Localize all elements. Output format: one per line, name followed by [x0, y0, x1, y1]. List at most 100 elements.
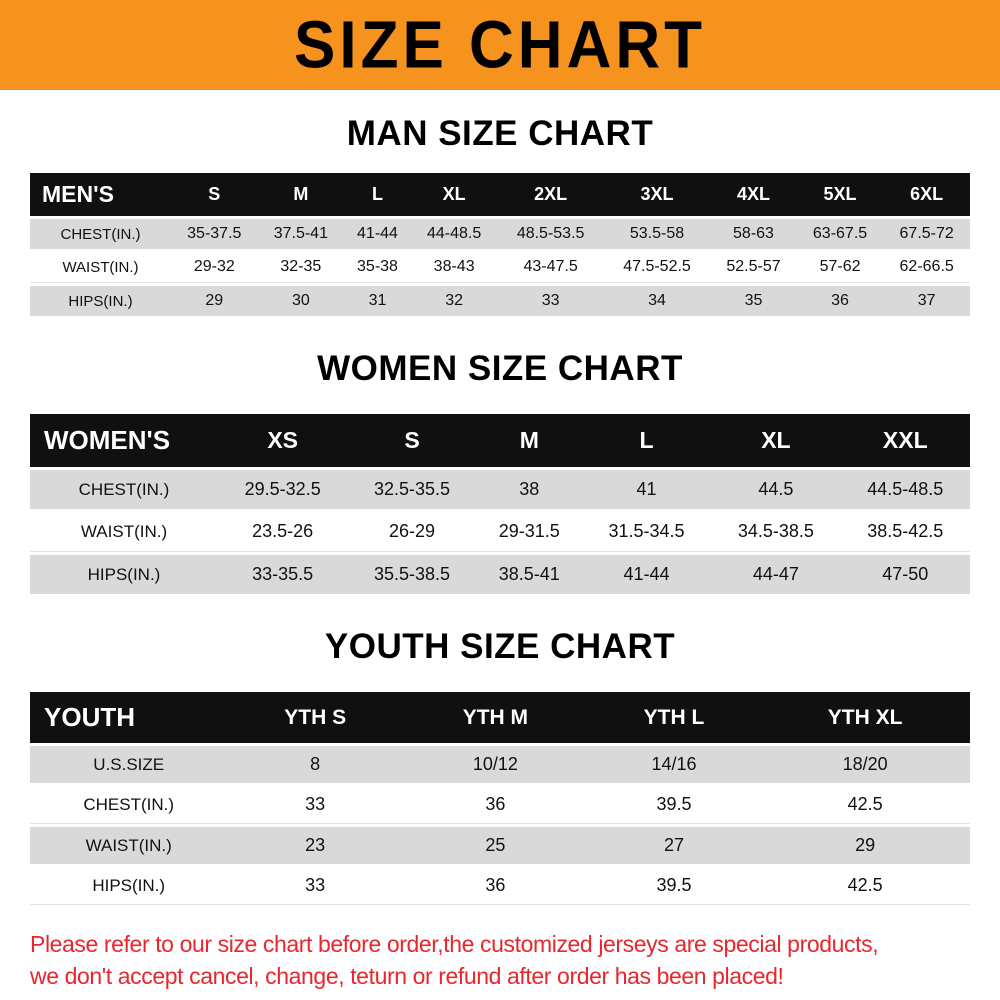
row-label-cell: CHEST(IN.): [30, 470, 218, 509]
value-cell: 8: [227, 746, 403, 783]
size-header-cell: 4XL: [710, 173, 797, 216]
value-cell: 44.5-48.5: [840, 470, 970, 509]
value-cell: 31.5-34.5: [581, 512, 712, 552]
value-cell: 42.5: [760, 786, 970, 824]
row-label-cell: CHEST(IN.): [30, 219, 171, 249]
value-cell: 44-47: [711, 555, 841, 594]
size-header-cell: 2XL: [497, 173, 604, 216]
row-label-cell: CHEST(IN.): [30, 786, 228, 824]
table-row: HIPS(IN.) 33-35.5 35.5-38.5 38.5-41 41-44 44-…: [30, 555, 970, 594]
value-cell: 34: [603, 286, 711, 316]
table-title-cell: YOUTH: [30, 692, 228, 743]
value-cell: 37.5-41: [257, 219, 345, 249]
value-cell: 26-29: [347, 512, 477, 552]
banner-title: SIZE CHART: [294, 7, 706, 83]
size-header-cell: XL: [410, 173, 498, 216]
table-title-cell: WOMEN'S: [30, 414, 218, 467]
table-row: WAIST(IN.) 23.5-26 26-29 29-31.5 31.5-34.5 34…: [30, 512, 970, 552]
value-cell: 36: [796, 286, 884, 316]
size-header-cell: S: [347, 414, 477, 467]
table-row: HIPS(IN.) 29 30 31 32 33 34 35 36 37: [30, 286, 970, 316]
women-size-table: WOMEN'S XS S M L XL XXL CHEST(IN.) 29.5-32.5 32.5…: [30, 411, 970, 597]
table-row: WAIST(IN.) 29-32 32-35 35-38 38-43 43-47.5 47.…: [30, 252, 970, 283]
value-cell: 27: [587, 827, 761, 864]
size-header-cell: YTH M: [402, 692, 588, 743]
size-header-cell: S: [171, 173, 258, 216]
row-label-cell: HIPS(IN.): [30, 867, 228, 905]
value-cell: 38.5-42.5: [840, 512, 970, 552]
size-header-cell: 3XL: [603, 173, 711, 216]
men-size-table: MEN'S S M L XL 2XL 3XL 4XL 5XL 6XL CHEST(IN.) 35-37…: [30, 170, 970, 319]
value-cell: 18/20: [760, 746, 970, 783]
table-row: CHEST(IN.) 29.5-32.5 32.5-35.5 38 41 44.5 44.5…: [30, 470, 970, 509]
value-cell: 47-50: [840, 555, 970, 594]
value-cell: 33: [227, 786, 403, 824]
value-cell: 38-43: [410, 252, 498, 283]
value-cell: 33: [497, 286, 604, 316]
value-cell: 67.5-72: [883, 219, 970, 249]
size-header-cell: 5XL: [796, 173, 884, 216]
size-header-cell: XS: [218, 414, 348, 467]
disclaimer-line-2: we don't accept cancel, change, teturn o…: [30, 963, 784, 990]
value-cell: 29: [171, 286, 258, 316]
size-header-cell: XL: [711, 414, 841, 467]
value-cell: 14/16: [587, 746, 761, 783]
size-header-cell: M: [476, 414, 582, 467]
value-cell: 36: [402, 867, 588, 905]
table-row: WAIST(IN.) 23 25 27 29: [30, 827, 970, 864]
size-header-cell: M: [257, 173, 345, 216]
value-cell: 23: [227, 827, 403, 864]
value-cell: 35-37.5: [171, 219, 258, 249]
value-cell: 48.5-53.5: [497, 219, 604, 249]
size-header-cell: L: [581, 414, 712, 467]
table-header-row: MEN'S S M L XL 2XL 3XL 4XL 5XL 6XL: [30, 173, 970, 216]
value-cell: 32-35: [257, 252, 345, 283]
value-cell: 29-31.5: [476, 512, 582, 552]
value-cell: 36: [402, 786, 588, 824]
value-cell: 38.5-41: [476, 555, 582, 594]
table-header-row: YOUTH YTH S YTH M YTH L YTH XL: [30, 692, 970, 743]
size-header-cell: 6XL: [883, 173, 970, 216]
value-cell: 44-48.5: [410, 219, 498, 249]
value-cell: 37: [883, 286, 970, 316]
table-row: CHEST(IN.) 33 36 39.5 42.5: [30, 786, 970, 824]
value-cell: 33-35.5: [218, 555, 348, 594]
table-row: HIPS(IN.) 33 36 39.5 42.5: [30, 867, 970, 905]
value-cell: 29-32: [171, 252, 258, 283]
value-cell: 63-67.5: [796, 219, 884, 249]
value-cell: 29.5-32.5: [218, 470, 348, 509]
value-cell: 31: [344, 286, 411, 316]
value-cell: 35-38: [344, 252, 411, 283]
order-disclaimer: Please refer to our size chart before or…: [30, 928, 982, 992]
value-cell: 34.5-38.5: [711, 512, 841, 552]
value-cell: 52.5-57: [710, 252, 797, 283]
row-label-cell: WAIST(IN.): [30, 827, 228, 864]
size-header-cell: L: [344, 173, 411, 216]
value-cell: 29: [760, 827, 970, 864]
size-header-cell: YTH L: [587, 692, 761, 743]
row-label-cell: U.S.SIZE: [30, 746, 228, 783]
size-header-cell: YTH S: [227, 692, 403, 743]
size-header-cell: XXL: [840, 414, 970, 467]
row-label-cell: WAIST(IN.): [30, 252, 171, 283]
value-cell: 44.5: [711, 470, 841, 509]
value-cell: 57-62: [796, 252, 884, 283]
women-size-chart-heading: WOMEN SIZE CHART: [317, 349, 683, 388]
row-label-cell: HIPS(IN.): [30, 286, 171, 316]
value-cell: 42.5: [760, 867, 970, 905]
value-cell: 32.5-35.5: [347, 470, 477, 509]
value-cell: 30: [257, 286, 345, 316]
table-title-cell: MEN'S: [30, 173, 171, 216]
value-cell: 62-66.5: [883, 252, 970, 283]
value-cell: 47.5-52.5: [603, 252, 711, 283]
value-cell: 39.5: [587, 867, 761, 905]
value-cell: 38: [476, 470, 582, 509]
value-cell: 33: [227, 867, 403, 905]
size-header-cell: YTH XL: [760, 692, 970, 743]
table-row: CHEST(IN.) 35-37.5 37.5-41 41-44 44-48.5 48.5…: [30, 219, 970, 249]
value-cell: 25: [402, 827, 588, 864]
row-label-cell: WAIST(IN.): [30, 512, 218, 552]
man-size-chart-heading: MAN SIZE CHART: [346, 114, 654, 153]
value-cell: 32: [410, 286, 498, 316]
